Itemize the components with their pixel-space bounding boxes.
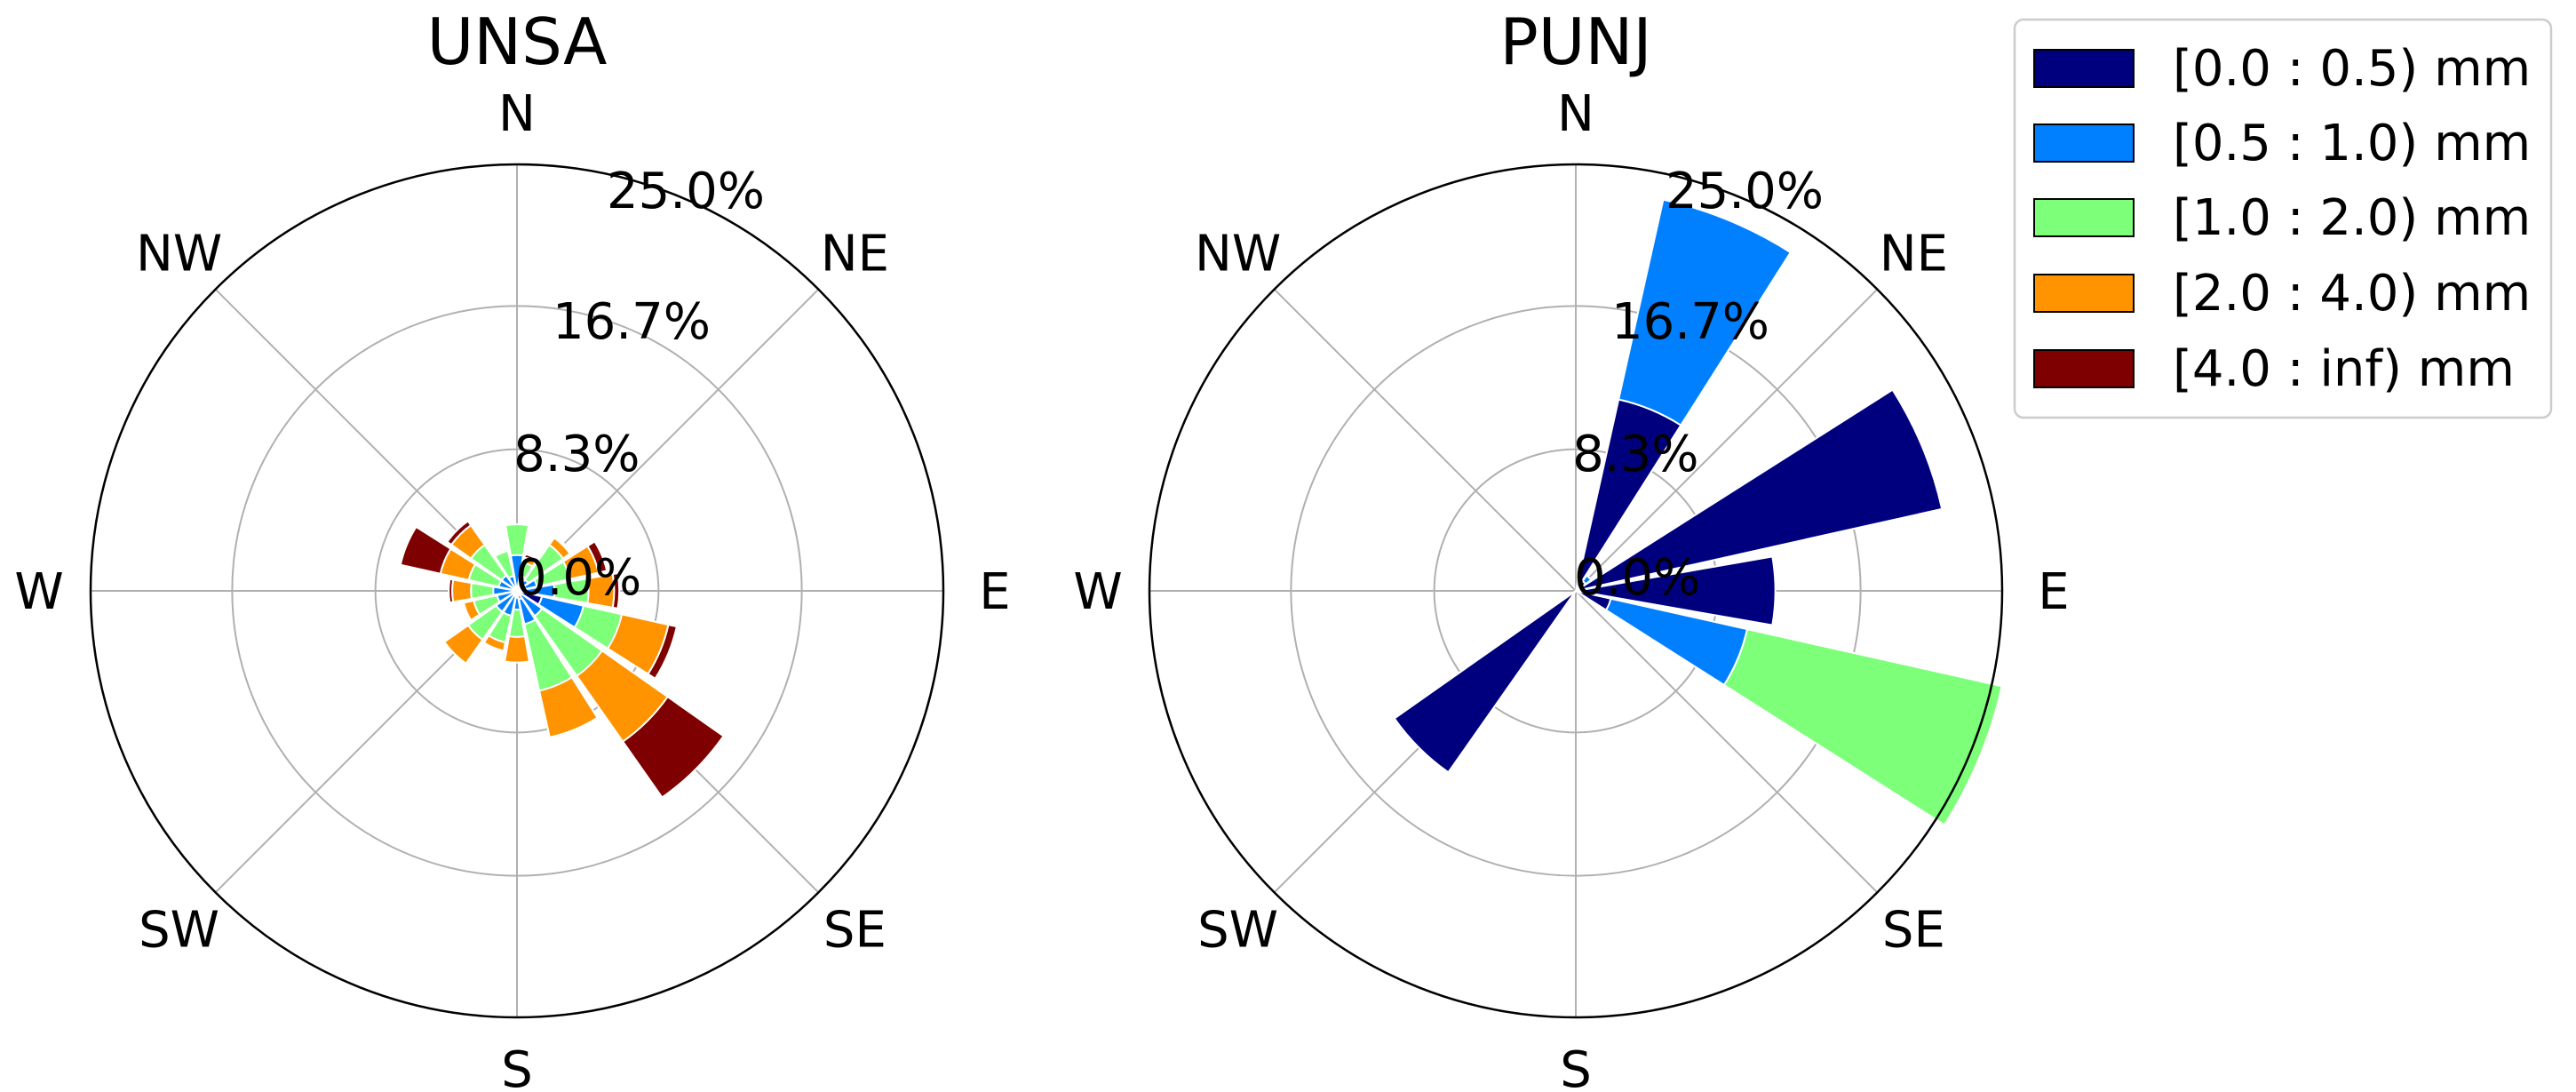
chart-title-unsa: UNSA <box>427 4 608 79</box>
bars-punj <box>1393 198 2003 826</box>
bar-ese-bin-4 <box>647 623 679 681</box>
compass-label-sw: SW <box>139 901 219 959</box>
compass-label-s: S <box>501 1041 533 1092</box>
bar-sw-bin-3 <box>442 624 484 666</box>
bar-ssw-bin-3 <box>482 634 507 652</box>
legend-label-1: [0.5 : 1.0) mm <box>2173 115 2531 172</box>
ring-labels-unsa: 0.0% 8.3% 16.7% 25.0% <box>513 163 765 607</box>
legend-swatch-1 <box>2033 124 2135 163</box>
legend-label-0: [0.0 : 0.5) mm <box>2173 40 2531 98</box>
polar-frame-punj <box>1148 163 2004 1019</box>
bar-ne-bin-4 <box>553 535 573 555</box>
grid-spoke <box>1273 288 1577 592</box>
legend-swatch-2 <box>2033 198 2135 237</box>
bar-sse-bin-3 <box>537 675 599 739</box>
compass-label-n: N <box>498 85 536 143</box>
bar-w-bin-4 <box>448 578 455 604</box>
bar-s-bin-3 <box>503 634 531 664</box>
bar-n-bin-2 <box>504 523 530 557</box>
legend-entry: [2.0 : 4.0) mm <box>2033 265 2531 323</box>
ring-label-0: 0.0% <box>1574 549 1700 607</box>
ring-label-1: 8.3% <box>1572 426 1698 483</box>
bar-ene-bin-0 <box>1575 388 1944 592</box>
bar-se-bin-4 <box>621 695 725 799</box>
bar-nw-bin-4 <box>446 520 473 546</box>
windrose-unsa: UNSA 0.0% 8.3% 16.7% 25.0% N NE E SE S S… <box>14 4 1010 1092</box>
ring-label-2: 16.7% <box>553 293 711 351</box>
legend-box <box>2013 18 2553 419</box>
compass-label-nw: NW <box>1195 226 1281 283</box>
legend-swatch-4 <box>2033 349 2135 388</box>
bar-e-bin-0 <box>1575 555 1777 626</box>
compass-label-ne: NE <box>1880 226 1948 283</box>
grid-spoke <box>1575 590 1879 894</box>
legend: [0.0 : 0.5) mm [0.5 : 1.0) mm [1.0 : 2.0… <box>2013 18 2553 419</box>
bar-e-bin-4 <box>611 572 621 610</box>
legend-label-2: [1.0 : 2.0) mm <box>2173 189 2531 247</box>
bar-wsw-bin-3 <box>462 599 481 622</box>
chart-title-punj: PUNJ <box>1499 4 1651 79</box>
compass-label-se: SE <box>1882 901 1945 959</box>
bar-sw-bin-0 <box>1393 590 1577 774</box>
grid-spoke <box>1575 288 1879 592</box>
bar-nne-bin-1 <box>1617 198 1793 426</box>
ring-label-3: 25.0% <box>1666 163 1824 220</box>
compass-labels-punj: N NE E SE S SW W NW <box>1073 85 2069 1092</box>
compass-label-s: S <box>1560 1041 1592 1092</box>
ring-labels-punj: 0.0% 8.3% 16.7% 25.0% <box>1572 163 1824 607</box>
compass-label-sw: SW <box>1197 901 1278 959</box>
bar-ene-bin-4 <box>586 540 608 574</box>
legend-swatch-0 <box>2033 49 2135 88</box>
windrose-punj: PUNJ 0.0% 8.3% 16.7% 25.0% N NE E SE S S… <box>1073 4 2069 1092</box>
bar-w-bin-3 <box>451 578 473 603</box>
legend-swatch-3 <box>2033 274 2135 313</box>
legend-entry: [4.0 : inf) mm <box>2033 340 2515 398</box>
ring-label-3: 25.0% <box>607 163 765 220</box>
ring-label-1: 8.3% <box>513 426 640 483</box>
bar-nnw-bin-2 <box>493 549 515 579</box>
ring-label-0: 0.0% <box>515 549 641 607</box>
compass-label-e: E <box>979 563 1010 621</box>
compass-label-e: E <box>2038 563 2069 621</box>
bar-ese-bin-2 <box>1722 627 2003 826</box>
grid-spoke <box>516 288 820 592</box>
bar-wnw-bin-4 <box>399 525 452 575</box>
compass-label-ne: NE <box>821 226 889 283</box>
compass-label-w: W <box>1073 563 1122 621</box>
legend-label-3: [2.0 : 4.0) mm <box>2173 265 2531 323</box>
compass-label-se: SE <box>823 901 886 959</box>
bar-nne-bin-4 <box>523 553 539 563</box>
compass-label-w: W <box>14 563 63 621</box>
bars-unsa <box>399 520 725 799</box>
compass-labels-unsa: N NE E SE S SW W NW <box>14 85 1010 1092</box>
compass-label-nw: NW <box>136 226 222 283</box>
legend-label-4: [4.0 : inf) mm <box>2173 340 2515 398</box>
legend-entry: [0.5 : 1.0) mm <box>2033 115 2531 172</box>
ring-label-2: 16.7% <box>1611 293 1769 351</box>
compass-label-n: N <box>1557 85 1594 143</box>
legend-entry: [1.0 : 2.0) mm <box>2033 189 2531 247</box>
legend-entry: [0.0 : 0.5) mm <box>2033 40 2531 98</box>
polar-frame-unsa <box>89 163 945 1019</box>
